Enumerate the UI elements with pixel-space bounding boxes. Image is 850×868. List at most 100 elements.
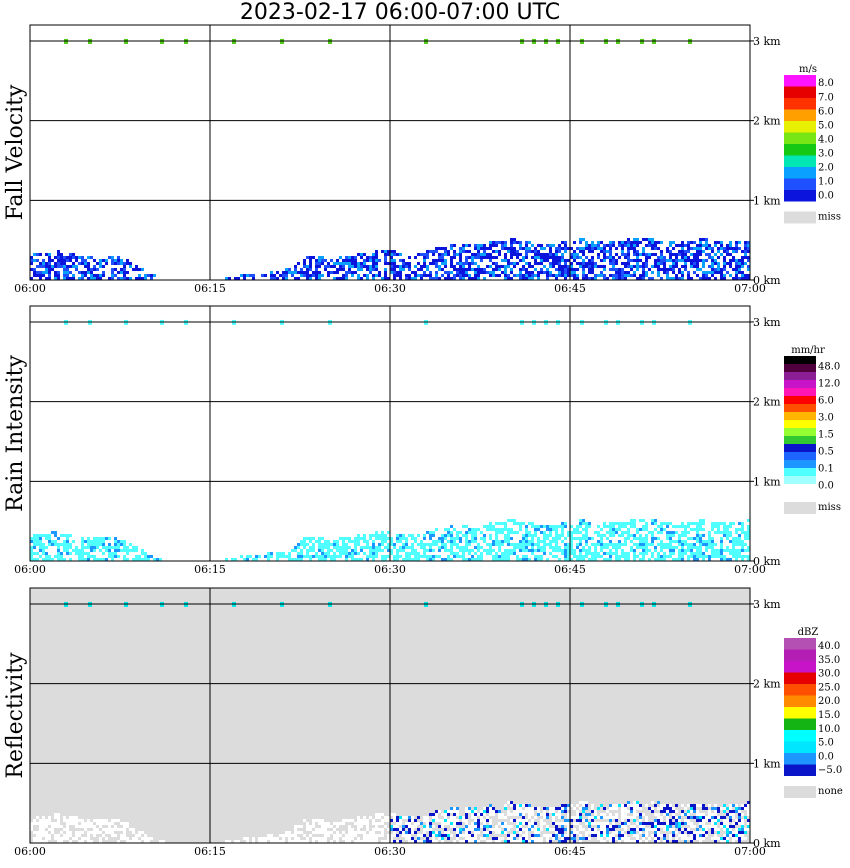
data-cell	[504, 247, 507, 250]
data-cell	[441, 256, 444, 259]
data-cell	[294, 271, 297, 274]
data-cell	[528, 549, 531, 552]
data-cell	[36, 543, 39, 546]
data-cell	[435, 528, 438, 531]
data-cell	[528, 828, 531, 831]
data-cell	[528, 840, 531, 843]
data-cell	[714, 271, 717, 274]
data-cell	[561, 810, 564, 813]
data-cell	[72, 277, 75, 280]
data-cell	[570, 558, 573, 561]
data-cell	[573, 256, 576, 259]
data-cell	[444, 543, 447, 546]
data-cell	[741, 828, 744, 831]
data-cell	[711, 256, 714, 259]
data-cell	[747, 259, 750, 262]
data-cell	[552, 834, 555, 837]
data-cell	[135, 268, 138, 271]
data-cell	[123, 837, 126, 840]
data-cell	[39, 819, 42, 822]
data-cell	[138, 277, 141, 280]
data-cell	[81, 552, 84, 555]
data-cell	[486, 256, 489, 259]
data-cell	[519, 253, 522, 256]
data-cell	[738, 834, 741, 837]
data-cell	[114, 552, 117, 555]
data-cell	[651, 822, 654, 825]
data-cell	[369, 834, 372, 837]
data-cell	[42, 819, 45, 822]
data-cell	[588, 271, 591, 274]
data-cell	[288, 834, 291, 837]
data-cell	[615, 271, 618, 274]
data-cell	[663, 271, 666, 274]
data-cell	[699, 277, 702, 280]
data-cell	[690, 528, 693, 531]
data-cell	[93, 558, 96, 561]
legend-swatch	[784, 672, 816, 684]
data-cell	[711, 265, 714, 268]
data-cell	[300, 831, 303, 834]
data-cell	[738, 543, 741, 546]
data-cell	[408, 828, 411, 831]
data-cell	[720, 241, 723, 244]
data-cell	[519, 810, 522, 813]
data-cell	[609, 825, 612, 828]
data-cell	[120, 262, 123, 265]
data-cell	[354, 558, 357, 561]
legend-swatch	[784, 144, 816, 156]
data-cell	[423, 262, 426, 265]
legend-label: 5.0	[818, 120, 834, 131]
data-cell	[294, 834, 297, 837]
data-cell	[573, 834, 576, 837]
data-cell	[627, 528, 630, 531]
data-cell	[558, 250, 561, 253]
data-cell	[582, 268, 585, 271]
data-cell	[558, 816, 561, 819]
data-cell	[429, 277, 432, 280]
data-cell	[75, 265, 78, 268]
data-cell	[486, 552, 489, 555]
data-cell	[447, 534, 450, 537]
data-cell	[615, 262, 618, 265]
data-cell	[489, 522, 492, 525]
data-cell	[510, 271, 513, 274]
data-cell	[378, 813, 381, 816]
data-cell	[558, 822, 561, 825]
data-cell	[606, 277, 609, 280]
data-cell	[654, 834, 657, 837]
data-cell	[615, 549, 618, 552]
data-cell	[438, 253, 441, 256]
data-cell	[336, 840, 339, 843]
data-cell	[612, 837, 615, 840]
data-cell	[531, 828, 534, 831]
data-cell	[534, 555, 537, 558]
data-cell	[741, 531, 744, 534]
data-cell	[144, 837, 147, 840]
data-cell	[336, 268, 339, 271]
data-cell	[444, 528, 447, 531]
data-cell	[483, 831, 486, 834]
data-cell	[387, 531, 390, 534]
data-cell	[609, 244, 612, 247]
data-cell	[450, 834, 453, 837]
data-cell	[456, 810, 459, 813]
data-cell	[492, 549, 495, 552]
data-cell	[534, 534, 537, 537]
data-cell	[525, 244, 528, 247]
data-cell	[531, 265, 534, 268]
data-cell	[474, 837, 477, 840]
data-cell	[558, 244, 561, 247]
data-cell	[426, 816, 429, 819]
data-cell	[450, 540, 453, 543]
data-cell	[57, 265, 60, 268]
data-cell	[123, 265, 126, 268]
data-cell	[330, 825, 333, 828]
data-cell	[465, 828, 468, 831]
data-cell	[441, 543, 444, 546]
data-cell	[459, 834, 462, 837]
data-cell	[651, 825, 654, 828]
data-cell	[588, 825, 591, 828]
data-cell	[498, 816, 501, 819]
data-cell	[360, 277, 363, 280]
